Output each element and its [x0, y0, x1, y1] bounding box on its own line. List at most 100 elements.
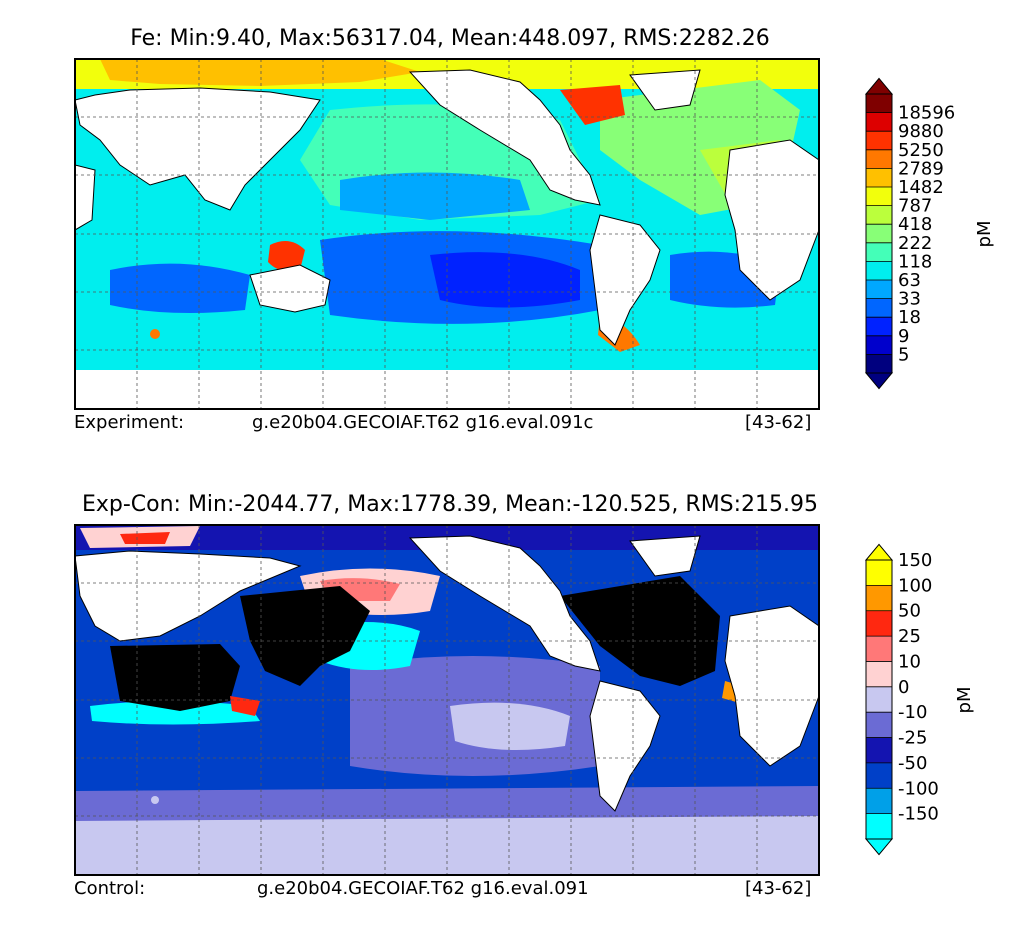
- fe-chart-title: Fe: Min:9.40, Max:56317.04, Mean:448.097…: [130, 26, 770, 51]
- cbar-1-band: [866, 686, 892, 713]
- diff-masked-indian: [110, 644, 240, 711]
- cbar-0-band: [866, 187, 892, 206]
- cbar-1-band: [866, 712, 892, 738]
- fe-npac-blue: [340, 172, 530, 220]
- cbar-0-band: [866, 354, 892, 373]
- cbar-0-band: [866, 112, 892, 132]
- cbar-0-tick-label: 418: [898, 214, 932, 235]
- diff-masked-atlantic: [560, 576, 720, 686]
- fe-hotspot-kerguelen: [150, 329, 160, 339]
- cbar-1-band: [866, 610, 892, 637]
- fe-colorbar: 5918336311822241878714822789525098801859…: [864, 77, 955, 390]
- cbar-0-tick-label: 18: [898, 307, 921, 328]
- fe-land-india: [75, 164, 96, 231]
- fe-land-eurasia: [75, 87, 321, 211]
- cbar-1-band: [866, 661, 892, 687]
- cbar-1-tick-label: 0: [898, 677, 909, 698]
- cbar-1-extend-min: [864, 838, 894, 856]
- cbar-0-tick-label: 5250: [898, 140, 944, 161]
- diff-arctic-red: [120, 532, 170, 544]
- cbar-1-band: [866, 737, 892, 763]
- diff-land-north-america: [408, 535, 601, 672]
- diff-panel: Exp-Con: Min:-2044.77, Max:1778.39, Mean…: [0, 466, 1022, 931]
- diff-map-field: [75, 525, 819, 875]
- cbar-0-tick-label: 222: [898, 233, 932, 254]
- cbar-0-band: [866, 94, 892, 113]
- cbar-1-tick-label: -100: [898, 778, 939, 799]
- cbar-0-tick-label: 2789: [898, 158, 944, 179]
- diff-indian-cyan: [90, 701, 260, 725]
- fe-land-africa: [724, 139, 819, 301]
- fe-grid: [75, 59, 819, 409]
- cbar-1-tick-label: 100: [898, 575, 932, 596]
- cbar-0-tick-label: 18596: [898, 103, 955, 124]
- fe-arctic-orange: [100, 59, 420, 86]
- diff-masked-westpac: [240, 586, 370, 686]
- cbar-1-band: [866, 762, 892, 789]
- diff-land-eurasia: [75, 550, 302, 642]
- fe-chart-svg: 5918336311822241878714822789525098801859…: [74, 58, 995, 410]
- cbar-1-tick-label: -50: [898, 753, 927, 774]
- cbar-0-band: [866, 335, 892, 355]
- fe-footer-case: g.e20b04.GECOIAF.T62 g16.eval.091c: [252, 412, 594, 433]
- cbar-0-band: [866, 131, 892, 150]
- cbar-0-frame: [865, 93, 893, 374]
- diff-kerguelen: [151, 796, 159, 804]
- cbar-1-extend-max: [864, 543, 894, 561]
- cbar-1-band: [866, 813, 892, 839]
- cbar-1-tick-label: -10: [898, 702, 927, 723]
- cbar-0-band: [866, 298, 892, 318]
- cbar-0-tick-label: 787: [898, 196, 932, 217]
- diff-land-south-america: [589, 680, 661, 812]
- diff-map-frame: [74, 524, 820, 876]
- fe-land: [75, 69, 819, 346]
- fe-hotspot-hudson: [560, 85, 625, 125]
- cbar-0-band: [866, 317, 892, 336]
- diff-land-africa: [724, 605, 819, 767]
- diff-chart-title: Exp-Con: Min:-2044.77, Max:1778.39, Mean…: [81, 492, 819, 517]
- fe-spac-core: [430, 252, 580, 308]
- diff-footer-case: g.e20b04.GECOIAF.T62 g16.eval.091: [257, 878, 589, 899]
- fe-map-frame: [74, 58, 820, 410]
- cbar-0-tick-label: 1482: [898, 177, 944, 198]
- fe-land-north-america: [408, 69, 601, 206]
- diff-cpac-light: [450, 702, 570, 750]
- cbar-1-band: [866, 788, 892, 814]
- diff-hotspot-indonesia: [230, 696, 260, 716]
- cbar-0-band: [866, 224, 892, 243]
- fe-land-south-america: [589, 214, 661, 346]
- cbar-1-tick-label: 50: [898, 601, 921, 622]
- fe-land-greenland: [629, 69, 701, 111]
- cbar-0-band: [866, 261, 892, 280]
- fe-footer-years: [43-62]: [745, 412, 812, 433]
- cbar-1-tick-label: 25: [898, 626, 921, 647]
- cbar-0-tick-label: 33: [898, 289, 921, 310]
- diff-land: [75, 535, 819, 812]
- cbar-0-tick-label: 118: [898, 251, 932, 272]
- diff-colorbar-unit: pM: [954, 687, 975, 714]
- cbar-0-band: [866, 168, 892, 187]
- fe-indian-blue: [110, 263, 250, 314]
- diff-grid: [75, 525, 819, 875]
- fe-footer-label: Experiment:: [74, 412, 185, 433]
- cbar-0-band: [866, 205, 892, 225]
- cbar-0-band: [866, 280, 892, 299]
- cbar-0-tick-label: 9880: [898, 121, 944, 142]
- cbar-1-tick-label: -150: [898, 804, 939, 825]
- cbar-0-band: [866, 149, 892, 169]
- cbar-0-band: [866, 242, 892, 262]
- fe-hotspot-papua: [268, 241, 305, 272]
- diff-footer-years: [43-62]: [745, 878, 812, 899]
- cbar-1-tick-label: 10: [898, 651, 921, 672]
- cbar-0-tick-label: 63: [898, 270, 921, 291]
- cbar-0-tick-label: 9: [898, 326, 909, 347]
- fe-panel: Fe: Min:9.40, Max:56317.04, Mean:448.097…: [0, 0, 1022, 465]
- diff-footer-label: Control:: [74, 878, 146, 899]
- fe-map-field: [75, 59, 819, 409]
- cbar-1-tick-label: 150: [898, 550, 932, 571]
- cbar-1-band: [866, 560, 892, 586]
- cbar-0-tick-label: 5: [898, 344, 909, 365]
- cbar-0-extend-min: [864, 372, 894, 390]
